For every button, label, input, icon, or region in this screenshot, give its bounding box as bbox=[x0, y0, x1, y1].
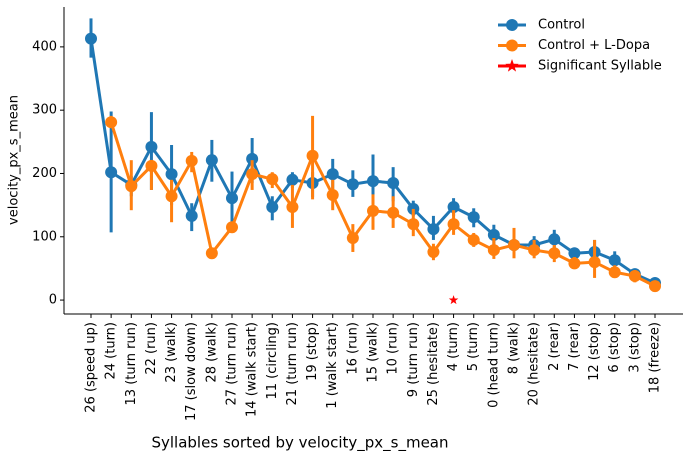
point bbox=[185, 209, 198, 222]
point bbox=[286, 201, 299, 214]
legend-marker bbox=[506, 39, 518, 52]
point bbox=[568, 247, 581, 260]
x-tick-label: 16 (run) bbox=[345, 322, 360, 375]
x-tick-label: 7 (rear) bbox=[567, 322, 582, 371]
y-tick-label: 300 bbox=[32, 103, 57, 118]
legend-marker bbox=[506, 19, 518, 31]
x-tick-label: 0 (head turn) bbox=[486, 322, 501, 408]
x-tick-label: 2 (rear) bbox=[547, 322, 562, 371]
y-tick-label: 100 bbox=[32, 229, 57, 244]
point bbox=[346, 232, 359, 245]
y-axis-label: velocity_px_s_mean bbox=[7, 95, 22, 225]
legend-label: Significant Syllable bbox=[538, 59, 662, 74]
point bbox=[145, 140, 158, 153]
point bbox=[608, 254, 621, 267]
point bbox=[427, 223, 440, 236]
x-tick-label: 15 (walk) bbox=[366, 322, 381, 383]
point bbox=[508, 239, 520, 252]
significance-star bbox=[448, 295, 459, 305]
x-tick-label: 4 (turn) bbox=[446, 322, 461, 371]
point bbox=[145, 159, 158, 172]
point bbox=[649, 280, 661, 293]
point bbox=[205, 154, 218, 167]
point bbox=[246, 168, 259, 181]
legend-marker bbox=[505, 59, 519, 72]
x-tick-label: 3 (stop) bbox=[627, 322, 642, 373]
x-tick-label: 12 (stop) bbox=[587, 322, 602, 381]
point bbox=[326, 188, 339, 201]
x-tick-label: 19 (stop) bbox=[305, 322, 320, 381]
point bbox=[286, 173, 299, 186]
x-tick-label: 17 (slow down) bbox=[184, 322, 199, 421]
point bbox=[568, 257, 581, 270]
point bbox=[165, 168, 178, 181]
point bbox=[467, 233, 480, 246]
point bbox=[407, 218, 420, 231]
x-tick-label: 6 (stop) bbox=[607, 322, 622, 373]
point bbox=[346, 178, 359, 191]
point bbox=[105, 116, 118, 129]
point bbox=[467, 211, 480, 224]
x-tick-label: 1 (walk start) bbox=[325, 322, 340, 409]
series-line bbox=[109, 121, 656, 288]
x-tick-label: 11 (circling) bbox=[265, 322, 280, 400]
point bbox=[165, 190, 178, 203]
point bbox=[266, 173, 279, 186]
point bbox=[226, 221, 238, 234]
legend-label: Control + L-Dopa bbox=[538, 38, 650, 53]
x-tick-label: 5 (turn) bbox=[466, 322, 481, 371]
legend-label: Control bbox=[538, 18, 585, 33]
point bbox=[487, 228, 500, 241]
x-tick-label: 21 (turn run) bbox=[285, 322, 300, 405]
x-tick-label: 25 (hesitate) bbox=[426, 322, 441, 406]
point bbox=[226, 192, 238, 205]
point bbox=[387, 176, 400, 189]
point bbox=[447, 218, 460, 231]
point bbox=[528, 244, 541, 257]
x-tick-label: 18 (freeze) bbox=[648, 322, 663, 393]
x-tick-label: 14 (walk start) bbox=[245, 322, 260, 417]
point bbox=[185, 154, 198, 167]
x-tick-label: 10 (run) bbox=[386, 322, 401, 375]
point bbox=[306, 149, 319, 162]
x-tick-label: 20 (hesitate) bbox=[527, 322, 542, 406]
x-tick-label: 24 (turn) bbox=[104, 322, 119, 380]
point bbox=[105, 166, 118, 179]
point bbox=[125, 180, 138, 193]
y-tick-label: 0 bbox=[49, 293, 57, 308]
x-tick-label: 22 (run) bbox=[144, 322, 159, 375]
point bbox=[326, 168, 339, 181]
x-tick-label: 8 (walk) bbox=[507, 322, 522, 374]
x-tick-label: 26 (speed up) bbox=[84, 322, 99, 413]
point bbox=[246, 152, 259, 165]
x-tick-label: 9 (turn run) bbox=[406, 322, 421, 397]
point bbox=[367, 204, 379, 217]
point bbox=[628, 270, 641, 283]
x-tick-label: 27 (turn run) bbox=[225, 322, 240, 405]
x-axis-label: Syllables sorted by velocity_px_s_mean bbox=[151, 434, 448, 453]
point bbox=[367, 175, 379, 188]
point bbox=[487, 244, 500, 257]
point bbox=[588, 256, 601, 269]
point bbox=[387, 206, 400, 219]
point bbox=[266, 201, 279, 214]
point bbox=[427, 245, 440, 258]
y-tick-label: 400 bbox=[32, 39, 57, 54]
x-tick-label: 28 (walk) bbox=[204, 322, 219, 383]
point bbox=[205, 247, 218, 260]
point bbox=[608, 266, 621, 279]
point bbox=[447, 201, 460, 214]
x-tick-label: 23 (walk) bbox=[164, 322, 179, 383]
x-tick-label: 13 (turn run) bbox=[124, 322, 139, 405]
point bbox=[548, 233, 561, 246]
point bbox=[85, 32, 97, 45]
y-tick-label: 200 bbox=[32, 166, 57, 181]
point bbox=[548, 247, 561, 260]
